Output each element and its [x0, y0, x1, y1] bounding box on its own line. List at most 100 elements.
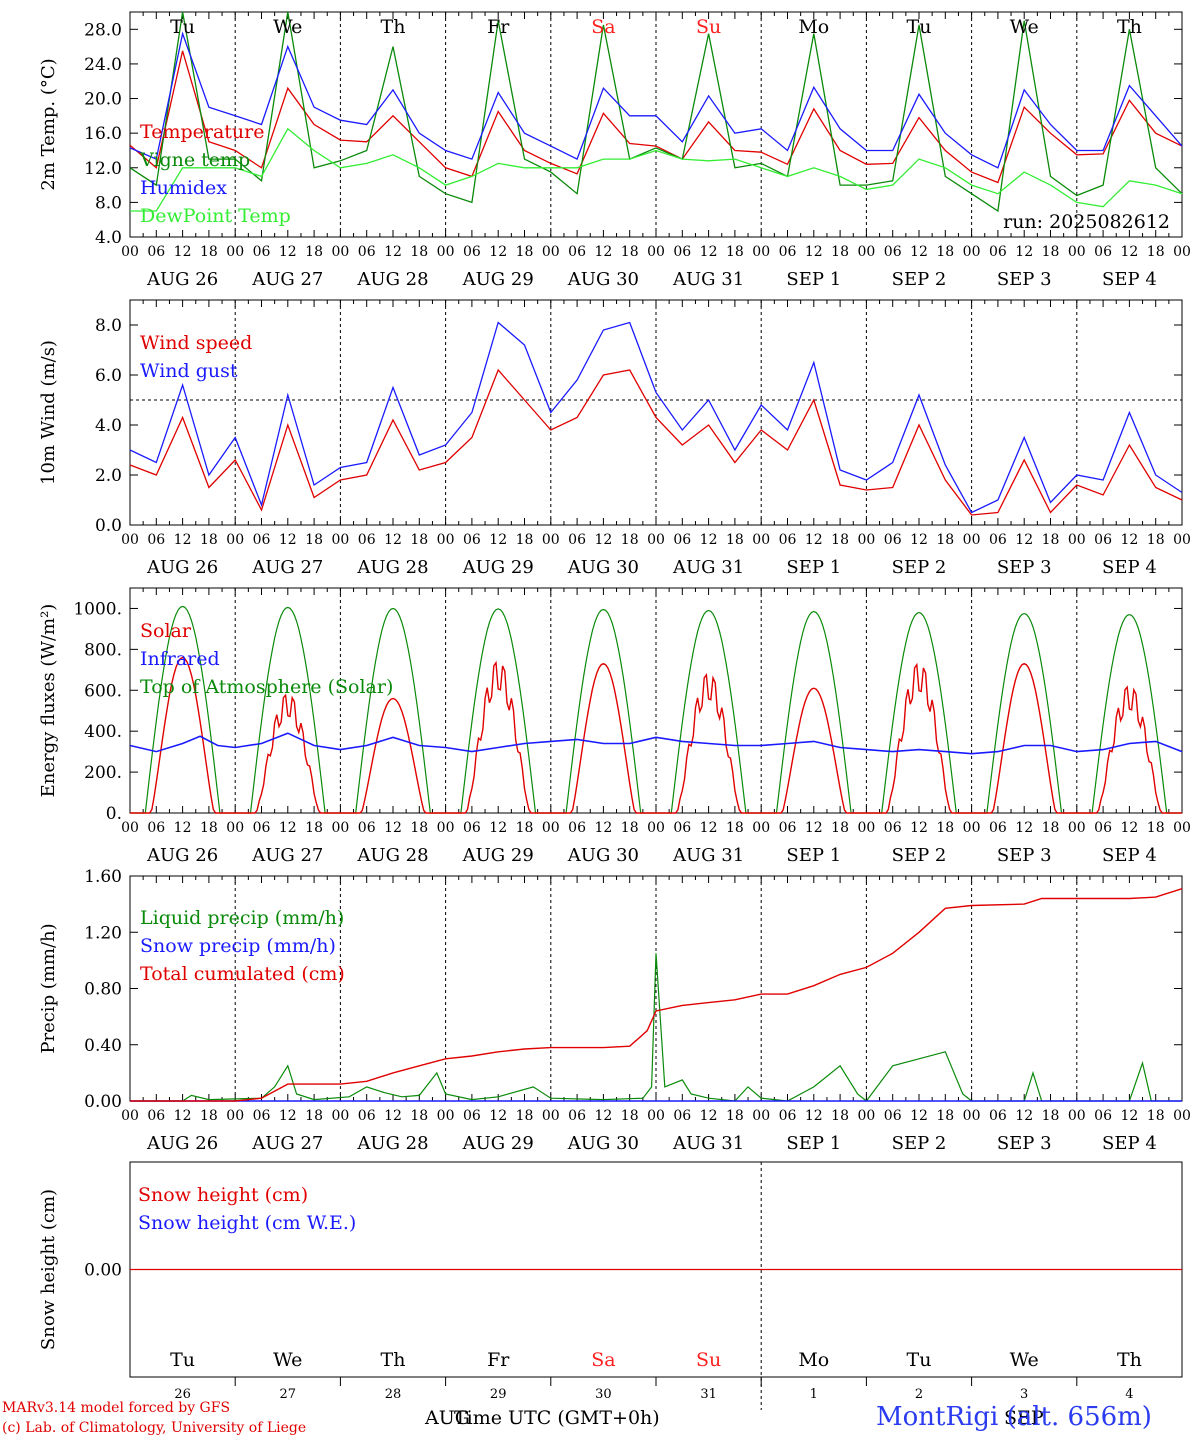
hour-tick-label: 06	[568, 532, 586, 548]
weekday-label: We	[273, 1349, 302, 1371]
date-label: AUG 31	[672, 269, 744, 290]
date-label: SEP 1	[786, 557, 841, 578]
temp-series-line	[129, 31, 1183, 169]
legend-item: Solar	[140, 620, 192, 642]
wind-series-line	[129, 321, 1183, 514]
date-label: SEP 2	[892, 845, 947, 866]
y-tick-label: 24.0	[84, 55, 122, 75]
hour-tick-label: 00	[647, 820, 665, 836]
hour-tick-label: 18	[516, 244, 534, 260]
legend-item: Top of Atmosphere (Solar)	[140, 676, 393, 698]
hour-tick-label: 18	[200, 820, 218, 836]
y-axis-label: Snow height (cm)	[38, 1189, 59, 1350]
hour-tick-label: 12	[174, 1108, 192, 1124]
hour-tick-label: 00	[1068, 1108, 1086, 1124]
hour-tick-label: 12	[489, 244, 507, 260]
weekday-label: Fr	[487, 1349, 510, 1371]
date-label: AUG 31	[672, 1133, 744, 1154]
hour-tick-label: 00	[963, 1108, 981, 1124]
weekday-label: Fr	[487, 16, 510, 38]
temp-series-line	[130, 127, 1183, 212]
weekday-label: Th	[381, 16, 406, 38]
hour-tick-label: 00	[437, 820, 455, 836]
plot-frame	[129, 299, 1183, 526]
hour-tick-label: 12	[805, 244, 823, 260]
hour-tick-label: 12	[489, 820, 507, 836]
hour-tick-label: 00	[121, 820, 139, 836]
hour-tick-label: 18	[516, 1108, 534, 1124]
hour-tick-label: 18	[831, 532, 849, 548]
date-label: AUG 27	[251, 269, 323, 290]
legend-item: Liquid precip (mm/h)	[140, 907, 344, 929]
date-label: AUG 28	[356, 557, 428, 578]
date-label: AUG 26	[146, 845, 218, 866]
date-label: SEP 3	[997, 557, 1052, 578]
hour-tick-label: 18	[1042, 820, 1060, 836]
hour-tick-label: 06	[253, 1108, 271, 1124]
hour-tick-label: 12	[384, 1108, 402, 1124]
hour-tick-label: 00	[1068, 820, 1086, 836]
hour-tick-label: 06	[147, 820, 165, 836]
model-credit: MARv3.14 model forced by GFS	[2, 1400, 231, 1416]
hour-tick-label: 00	[437, 244, 455, 260]
date-label: AUG 28	[356, 269, 428, 290]
date-label: AUG 29	[462, 557, 534, 578]
hour-tick-label: 00	[1173, 532, 1191, 548]
y-tick-label: 0.80	[84, 980, 122, 1000]
hour-tick-label: 06	[568, 244, 586, 260]
hour-tick-label: 06	[253, 244, 271, 260]
hour-tick-label: 18	[726, 1108, 744, 1124]
hour-tick-label: 18	[305, 1108, 323, 1124]
weekday-label: Th	[1117, 16, 1142, 38]
date-label: SEP 1	[786, 269, 841, 290]
weekday-label: Mo	[798, 1349, 829, 1371]
hour-tick-label: 12	[1120, 244, 1138, 260]
weekday-label: Su	[696, 16, 721, 38]
wind-series-line	[129, 368, 1183, 516]
station-label: MontRigi (alt. 656m)	[876, 1402, 1152, 1432]
hour-tick-label: 12	[700, 244, 718, 260]
hour-tick-label: 00	[331, 1108, 349, 1124]
date-label: SEP 3	[997, 1133, 1052, 1154]
hour-tick-label: 00	[1173, 244, 1191, 260]
date-label: AUG 30	[567, 845, 639, 866]
hour-tick-label: 12	[279, 820, 297, 836]
hour-tick-label: 18	[1042, 1108, 1060, 1124]
hour-tick-label: 06	[253, 532, 271, 548]
date-label: AUG 30	[567, 1133, 639, 1154]
hour-tick-label: 18	[200, 244, 218, 260]
hour-tick-label: 18	[200, 1108, 218, 1124]
lab-credit: (c) Lab. of Climatology, University of L…	[2, 1420, 307, 1436]
hour-tick-label: 18	[621, 1108, 639, 1124]
date-label: AUG 26	[146, 269, 218, 290]
legend-item: Vigne temp	[139, 149, 250, 171]
weekday-label: We	[273, 16, 302, 38]
y-tick-label: 0.0	[95, 516, 122, 536]
date-label: AUG 29	[462, 845, 534, 866]
date-label: AUG 27	[251, 557, 323, 578]
day-number-label: 28	[385, 1387, 402, 1402]
hour-tick-label: 06	[989, 244, 1007, 260]
run-label: run: 2025082612	[1003, 211, 1170, 233]
weekday-label: Sa	[591, 16, 615, 38]
hour-tick-label: 12	[174, 820, 192, 836]
hour-tick-label: 18	[726, 820, 744, 836]
hour-tick-label: 06	[884, 1108, 902, 1124]
date-label: AUG 27	[251, 845, 323, 866]
hour-tick-label: 00	[857, 532, 875, 548]
hour-tick-label: 00	[542, 244, 560, 260]
hour-tick-label: 12	[910, 1108, 928, 1124]
hour-tick-label: 00	[226, 244, 244, 260]
temp-series-line	[129, 11, 1183, 213]
hour-tick-label: 06	[673, 1108, 691, 1124]
hour-tick-label: 06	[673, 820, 691, 836]
date-label: AUG 31	[672, 845, 744, 866]
hour-tick-label: 06	[463, 1108, 481, 1124]
y-tick-label: 1.20	[84, 923, 122, 943]
hour-tick-label: 06	[147, 1108, 165, 1124]
hour-tick-label: 12	[1015, 820, 1033, 836]
date-label: SEP 1	[786, 845, 841, 866]
hour-tick-label: 06	[673, 532, 691, 548]
hour-tick-label: 18	[200, 532, 218, 548]
